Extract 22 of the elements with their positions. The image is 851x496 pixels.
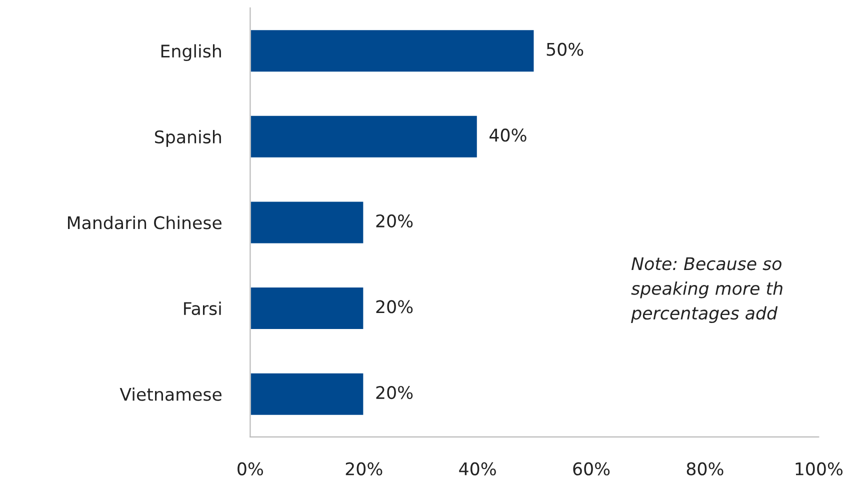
bar	[250, 200, 365, 245]
x-tick-label: 60%	[573, 462, 610, 476]
x-tick-label: 80%	[686, 462, 724, 476]
annotation: Note: Because so speaking more th percentages add	[631, 257, 782, 324]
bar	[250, 114, 478, 159]
x-tick-label: 100%	[796, 462, 843, 476]
y-tick-label: English	[161, 44, 221, 62]
data-label: 50%	[546, 42, 584, 56]
data-label: 20%	[376, 214, 413, 228]
y-tick-label: Farsi	[184, 302, 221, 316]
bar	[250, 286, 365, 330]
bar	[250, 372, 365, 416]
data-label: 40%	[490, 128, 526, 142]
x-tick-label: 20%	[346, 462, 382, 476]
data-label: 20%	[376, 386, 413, 400]
y-tick-label: Vietnamese	[120, 387, 222, 401]
bar	[250, 28, 536, 73]
x-tick-label: 40%	[459, 462, 496, 476]
x-tick-label: 0%	[238, 462, 264, 476]
y-tick-label: Mandarin Chinese	[68, 216, 222, 230]
data-label: 20%	[376, 300, 413, 314]
y-tick-label: Spanish	[155, 130, 221, 147]
